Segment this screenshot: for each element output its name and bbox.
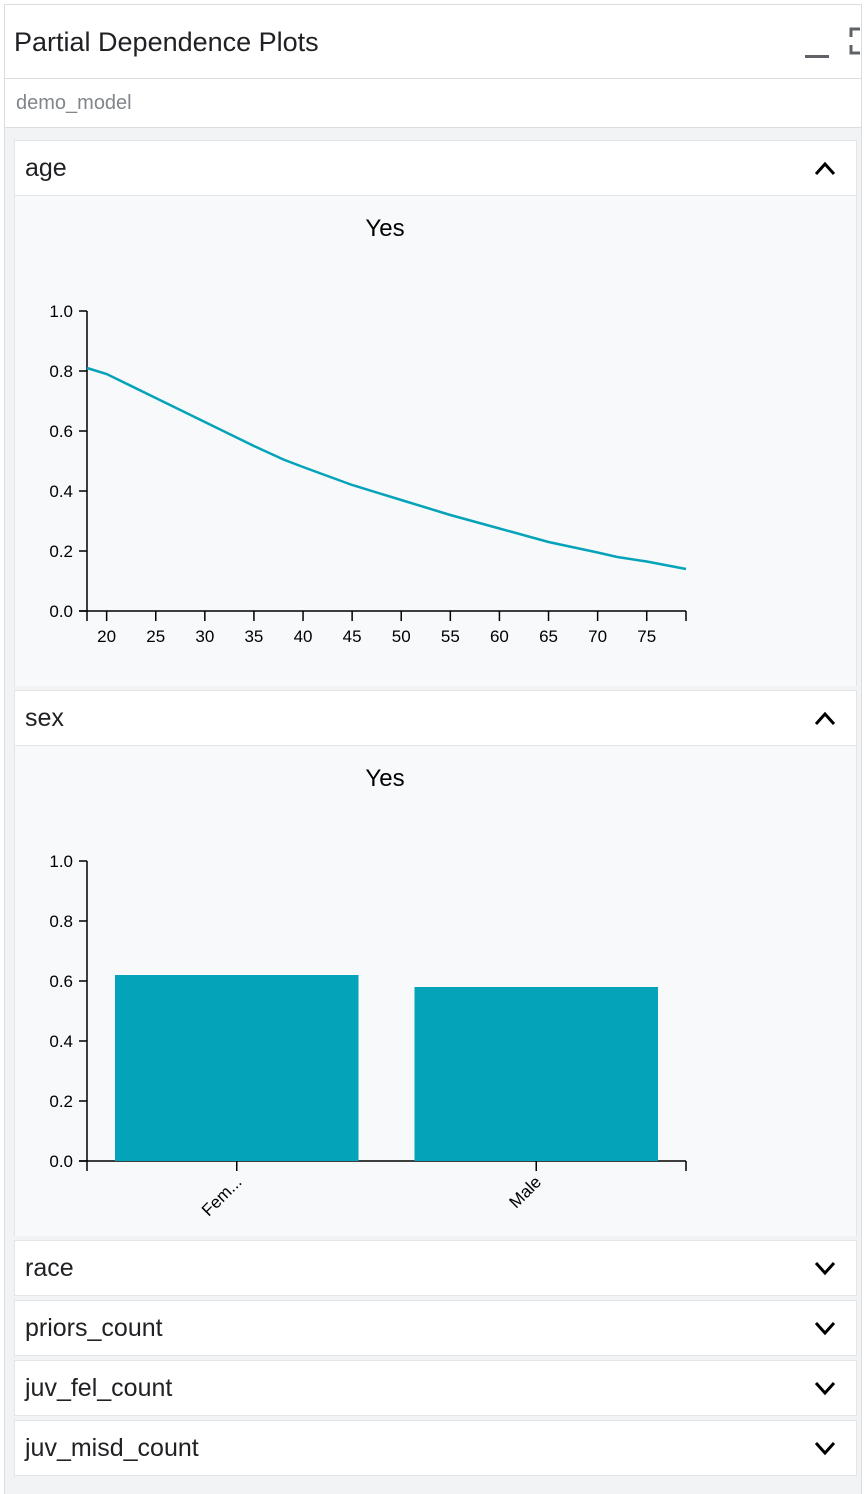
model-bar: demo_model: [5, 79, 861, 128]
section-label: priors_count: [25, 1314, 163, 1342]
y-tick-label: 0.8: [49, 362, 73, 381]
y-tick-label: 1.0: [49, 302, 73, 321]
minimize-icon[interactable]: [805, 55, 829, 58]
age-chart-body: Yes 0.0 0.2 0.4 0.6 0.8 1.0 20 25 30 35 40 45 50 55 60 6…: [14, 196, 857, 686]
y-tick-label: 0.0: [49, 602, 73, 621]
x-tick-label: 45: [343, 627, 362, 646]
x-tick-label: Fem...: [198, 1172, 245, 1219]
section-label: juv_fel_count: [25, 1374, 173, 1402]
chart-title: Yes: [365, 215, 404, 242]
panel-header: Partial Dependence Plots: [5, 5, 861, 79]
y-tick-label: 0.6: [49, 972, 73, 991]
chevron-up-icon[interactable]: [814, 159, 836, 177]
x-tick-label: 35: [244, 627, 263, 646]
bar: [414, 987, 658, 1161]
x-tick-label: 70: [588, 627, 607, 646]
y-tick-label: 0.2: [49, 542, 73, 561]
section-header-priors-count[interactable]: priors_count: [14, 1300, 857, 1356]
y-tick-label: 1.0: [49, 852, 73, 871]
x-tick-label: 55: [441, 627, 460, 646]
chevron-up-icon[interactable]: [814, 709, 836, 727]
y-tick-label: 0.4: [49, 1032, 73, 1051]
pdp-panel: Partial Dependence Plots demo_model age …: [4, 4, 862, 1494]
panel-title: Partial Dependence Plots: [14, 27, 319, 57]
x-tick-label: 25: [146, 627, 165, 646]
chevron-down-icon[interactable]: [814, 1379, 836, 1397]
y-tick-label: 0.2: [49, 1092, 73, 1111]
bar: [115, 975, 359, 1161]
model-name: demo_model: [16, 92, 132, 114]
chevron-down-icon[interactable]: [814, 1319, 836, 1337]
chevron-down-icon[interactable]: [814, 1259, 836, 1277]
y-tick-label: 0.6: [49, 422, 73, 441]
section-header-juv-misd-count[interactable]: juv_misd_count: [14, 1420, 857, 1476]
section-header-sex[interactable]: sex: [14, 690, 857, 746]
age-chart: Yes 0.0 0.2 0.4 0.6 0.8 1.0 20 25 30 35 40 45 50 55 60 6…: [49, 215, 687, 646]
y-tick-label: 0.4: [49, 482, 73, 501]
x-tick-label: Male: [506, 1172, 545, 1211]
x-tick-label: 40: [294, 627, 313, 646]
section-label: juv_misd_count: [25, 1434, 199, 1462]
chart-title: Yes: [365, 765, 404, 792]
x-tick-label: 20: [97, 627, 116, 646]
section-label: age: [25, 154, 67, 182]
sex-chart-body: Yes 0.0 0.2 0.4 0.6 0.8 1.0 Fem... Male: [14, 746, 857, 1236]
feature-list: age Yes 0.0 0.2 0.4 0.6 0.8 1.0 20 25 30 35 40 45 50 5…: [14, 140, 857, 1476]
y-tick-label: 0.0: [49, 1152, 73, 1171]
section-header-race[interactable]: race: [14, 1240, 857, 1296]
section-label: race: [25, 1254, 74, 1282]
x-tick-label: 50: [392, 627, 411, 646]
section-header-age[interactable]: age: [14, 140, 857, 196]
x-tick-label: 30: [195, 627, 214, 646]
sex-chart: Yes 0.0 0.2 0.4 0.6 0.8 1.0 Fem... Male: [49, 765, 687, 1220]
y-tick-label: 0.8: [49, 912, 73, 931]
x-tick-label: 65: [539, 627, 558, 646]
expand-icon[interactable]: [848, 27, 862, 55]
series-line: [86, 366, 687, 571]
x-tick-label: 75: [637, 627, 656, 646]
section-header-juv-fel-count[interactable]: juv_fel_count: [14, 1360, 857, 1416]
chevron-down-icon[interactable]: [814, 1439, 836, 1457]
section-label: sex: [25, 704, 64, 732]
x-tick-label: 60: [490, 627, 509, 646]
